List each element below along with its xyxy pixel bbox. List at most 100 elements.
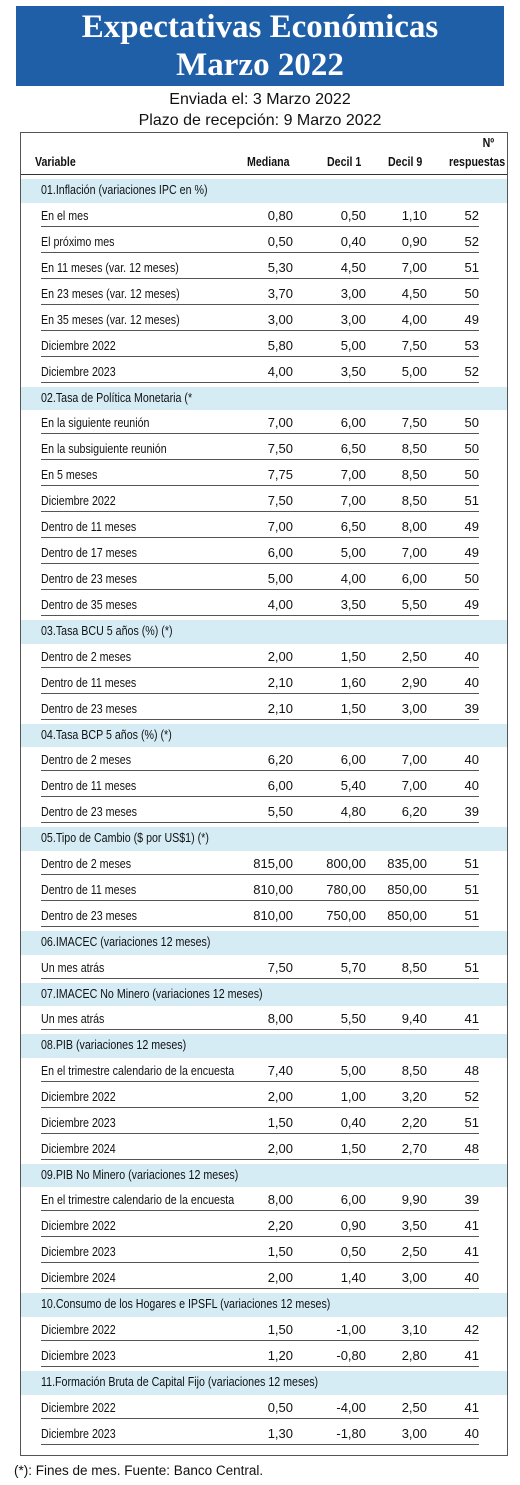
row-label: Diciembre 2022 — [41, 1399, 116, 1415]
table-row: Dentro de 11 meses 2,10 1,60 2,90 40 — [21, 670, 507, 696]
responses-value: 50 — [464, 467, 479, 483]
decil9-value: 3,00 — [401, 1270, 427, 1286]
decil1-value: 0,40 — [340, 1114, 366, 1130]
table-row: Dentro de 2 meses 815,00 800,00 835,00 51 — [21, 851, 507, 877]
row-underline — [41, 1106, 479, 1108]
row-underline — [41, 899, 479, 901]
row-label: Dentro de 11 meses — [41, 674, 137, 690]
median-value: 0,50 — [267, 1399, 293, 1415]
responses-value: 49 — [464, 545, 479, 561]
table-row: En 11 meses (var. 12 meses) 5,30 4,50 7,00 5… — [21, 255, 507, 281]
responses-value: 41 — [464, 1244, 479, 1260]
row-underline — [41, 1236, 479, 1238]
decil1-value: 5,00 — [340, 1062, 366, 1078]
decil9-value: 2,80 — [401, 1347, 427, 1363]
decil1-value: 0,50 — [340, 207, 366, 223]
row-underline — [41, 563, 479, 565]
section-title: 10.Consumo de los Hogares e IPSFL (varia… — [41, 1296, 331, 1312]
responses-value: 40 — [464, 674, 479, 690]
row-underline — [41, 251, 479, 253]
decil9-value: 4,00 — [401, 311, 427, 327]
row-underline — [41, 433, 479, 435]
median-value: 6,20 — [267, 752, 293, 768]
decil1-value: 4,00 — [340, 571, 366, 587]
responses-value: 41 — [464, 1011, 479, 1027]
decil1-value: 6,50 — [340, 519, 366, 535]
responses-value: 39 — [464, 1192, 479, 1208]
median-value: 6,00 — [267, 778, 293, 794]
row-label: Dentro de 11 meses — [41, 881, 137, 897]
row-label: En el mes — [41, 207, 89, 223]
table-row: Dentro de 23 meses 5,50 4,80 6,20 39 — [21, 799, 507, 825]
table-row: Un mes atrás 7,50 5,70 8,50 51 — [21, 955, 507, 981]
decil9-value: 2,70 — [401, 1140, 427, 1156]
row-underline — [41, 977, 479, 979]
decil1-value: 5,70 — [340, 959, 366, 975]
responses-value: 40 — [464, 1425, 479, 1441]
row-label: Diciembre 2022 — [41, 337, 116, 353]
row-underline — [41, 225, 479, 227]
decil9-value: 7,00 — [401, 752, 427, 768]
section-title: 08.PIB (variaciones 12 meses) — [41, 1037, 187, 1053]
median-value: 1,50 — [267, 1244, 293, 1260]
expectations-table: Variable Mediana Decil 1 Decil 9 Nº resp… — [20, 132, 508, 1456]
decil1-value: 7,00 — [340, 493, 366, 509]
decil1-value: 5,50 — [340, 1011, 366, 1027]
table-header: Variable Mediana Decil 1 Decil 9 Nº resp… — [21, 133, 507, 175]
decil1-value: 4,80 — [340, 804, 366, 820]
median-value: 8,00 — [267, 1011, 293, 1027]
decil9-value: 4,50 — [401, 285, 427, 301]
table-row: Diciembre 2022 1,50 -1,00 3,10 42 — [21, 1317, 507, 1343]
row-underline — [41, 770, 479, 772]
median-value: 2,20 — [267, 1218, 293, 1234]
row-label: Dentro de 23 meses — [41, 571, 138, 587]
table-row: En el trimestre calendario de la encuest… — [21, 1058, 507, 1084]
decil9-value: 7,50 — [401, 415, 427, 431]
median-value: 7,75 — [267, 467, 293, 483]
responses-value: 52 — [464, 363, 479, 379]
table-row: Diciembre 2022 0,50 -4,00 2,50 41 — [21, 1395, 507, 1421]
row-underline — [41, 303, 479, 305]
responses-value: 40 — [464, 752, 479, 768]
decil1-value: -1,80 — [336, 1425, 366, 1441]
median-value: 1,20 — [267, 1347, 293, 1363]
header-mediana: Mediana — [247, 155, 290, 169]
decil9-value: 9,40 — [401, 1011, 427, 1027]
decil1-value: 3,50 — [340, 363, 366, 379]
responses-value: 42 — [464, 1321, 479, 1337]
table-row: Dentro de 11 meses 7,00 6,50 8,00 49 — [21, 514, 507, 540]
row-underline — [41, 1288, 479, 1290]
section-header: 03.Tasa BCU 5 años (%) (*) — [21, 620, 507, 644]
decil9-value: 850,00 — [387, 907, 427, 923]
table-row: En la siguiente reunión 7,00 6,00 7,50 50 — [21, 410, 507, 436]
section-header: 01.Inflación (variaciones IPC en %) — [21, 179, 507, 203]
responses-value: 50 — [464, 415, 479, 431]
row-label: Diciembre 2022 — [41, 1218, 116, 1234]
responses-value: 40 — [464, 778, 479, 794]
responses-value: 41 — [464, 1218, 479, 1234]
decil1-value: 0,50 — [340, 1244, 366, 1260]
median-value: 2,10 — [267, 674, 293, 690]
section-title: 03.Tasa BCU 5 años (%) (*) — [41, 623, 173, 639]
median-value: 4,00 — [267, 597, 293, 613]
section-title: 07.IMACEC No Minero (variaciones 12 mese… — [41, 985, 263, 1001]
row-label: En 11 meses (var. 12 meses) — [41, 259, 179, 275]
section-title: 05.Tipo de Cambio ($ por US$1) (*) — [41, 830, 209, 846]
median-value: 2,00 — [267, 648, 293, 664]
median-value: 4,00 — [267, 363, 293, 379]
median-value: 5,50 — [267, 804, 293, 820]
table-row: Dentro de 35 meses 4,00 3,50 5,50 49 — [21, 592, 507, 618]
responses-value: 52 — [464, 207, 479, 223]
decil9-value: 5,50 — [401, 597, 427, 613]
decil1-value: 6,00 — [340, 752, 366, 768]
decil1-value: 6,50 — [340, 441, 366, 457]
responses-value: 39 — [464, 804, 479, 820]
table-row: Diciembre 2022 2,00 1,00 3,20 52 — [21, 1084, 507, 1110]
decil9-value: 3,00 — [401, 700, 427, 716]
table-row: Dentro de 17 meses 6,00 5,00 7,00 49 — [21, 540, 507, 566]
header-decil1: Decil 1 — [327, 155, 362, 169]
median-value: 7,50 — [267, 959, 293, 975]
title-line-1: Expectativas Económicas — [81, 9, 439, 45]
footnote: (*): Fines de mes. Fuente: Banco Central… — [14, 1463, 264, 1478]
decil1-value: 3,00 — [340, 311, 366, 327]
